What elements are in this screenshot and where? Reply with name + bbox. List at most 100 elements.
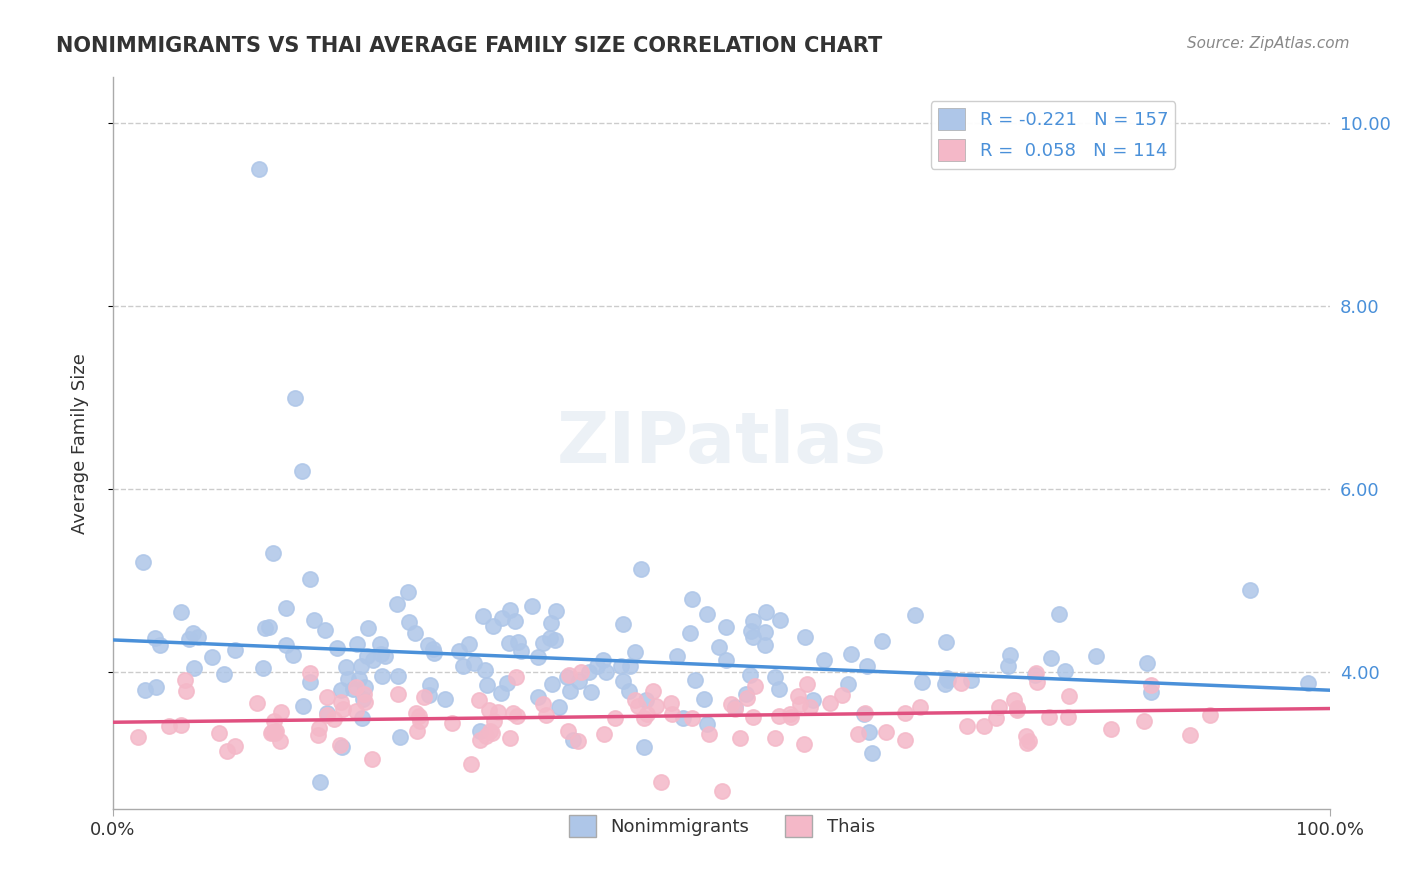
Point (742, 710, 765, 724)
Point (986, 711, 1008, 725)
Point (744, 679, 766, 693)
Point (538, 631, 561, 645)
Point (352, 711, 374, 725)
Point (534, 708, 557, 723)
Point (716, 620, 738, 634)
Point (579, 685, 602, 699)
Point (385, 597, 408, 611)
Point (496, 676, 519, 690)
Point (253, 621, 276, 635)
Point (1056, 709, 1078, 723)
Point (741, 614, 763, 628)
Point (779, 706, 801, 721)
Point (224, 739, 246, 754)
Point (510, 644, 533, 658)
Point (1140, 678, 1163, 692)
Point (787, 689, 810, 703)
Point (346, 637, 368, 651)
Point (567, 734, 589, 748)
Point (408, 708, 430, 723)
Point (174, 684, 197, 698)
Y-axis label: Average Family Size: Average Family Size (72, 353, 89, 533)
Point (145, 631, 167, 645)
Point (633, 711, 655, 725)
Point (796, 677, 818, 691)
Point (1298, 675, 1320, 690)
Point (636, 706, 658, 721)
Point (956, 719, 979, 733)
Point (846, 727, 869, 741)
Point (541, 677, 564, 691)
Point (672, 711, 695, 725)
Point (506, 708, 529, 723)
Point (269, 734, 291, 748)
Point (502, 706, 524, 720)
Legend: Nonimmigrants, Thais: Nonimmigrants, Thais (561, 807, 882, 844)
Point (936, 671, 959, 685)
Point (179, 632, 201, 647)
Point (134, 682, 156, 697)
Point (474, 663, 496, 677)
Text: ZIPatlas: ZIPatlas (557, 409, 887, 478)
Point (508, 635, 530, 649)
Point (468, 732, 491, 747)
Point (264, 724, 287, 739)
Point (960, 673, 983, 687)
Point (353, 687, 375, 701)
Point (299, 665, 322, 680)
Point (419, 678, 441, 692)
Point (505, 670, 527, 684)
Point (1057, 689, 1080, 703)
Point (352, 691, 374, 706)
Point (247, 161, 270, 176)
Point (769, 613, 792, 627)
Point (159, 719, 181, 733)
Point (645, 699, 668, 714)
Point (568, 673, 591, 688)
Point (307, 728, 329, 742)
Point (633, 739, 655, 754)
Point (741, 630, 763, 644)
Point (398, 615, 420, 629)
Point (387, 669, 409, 683)
Point (1024, 668, 1046, 682)
Point (735, 687, 758, 701)
Point (1005, 703, 1028, 717)
Point (853, 707, 876, 722)
Point (274, 639, 297, 653)
Point (935, 634, 957, 648)
Point (799, 699, 821, 714)
Point (793, 737, 815, 751)
Point (174, 673, 197, 688)
Point (681, 710, 703, 724)
Point (389, 730, 412, 744)
Point (346, 681, 368, 695)
Point (329, 696, 352, 710)
Point (813, 653, 835, 667)
Point (486, 705, 509, 719)
Point (661, 706, 683, 721)
Point (643, 684, 665, 698)
Point (997, 659, 1019, 673)
Point (569, 665, 592, 680)
Point (257, 620, 280, 634)
Point (149, 638, 172, 652)
Point (416, 638, 439, 652)
Point (499, 731, 522, 745)
Point (696, 717, 718, 731)
Point (531, 636, 554, 650)
Point (409, 714, 432, 729)
Point (314, 623, 336, 637)
Point (1018, 733, 1040, 747)
Point (1025, 665, 1047, 680)
Point (738, 667, 761, 681)
Point (853, 706, 876, 720)
Point (650, 774, 672, 789)
Point (183, 661, 205, 675)
Point (252, 661, 274, 675)
Point (132, 555, 155, 569)
Point (460, 756, 482, 771)
Point (308, 774, 330, 789)
Point (707, 640, 730, 654)
Point (678, 626, 700, 640)
